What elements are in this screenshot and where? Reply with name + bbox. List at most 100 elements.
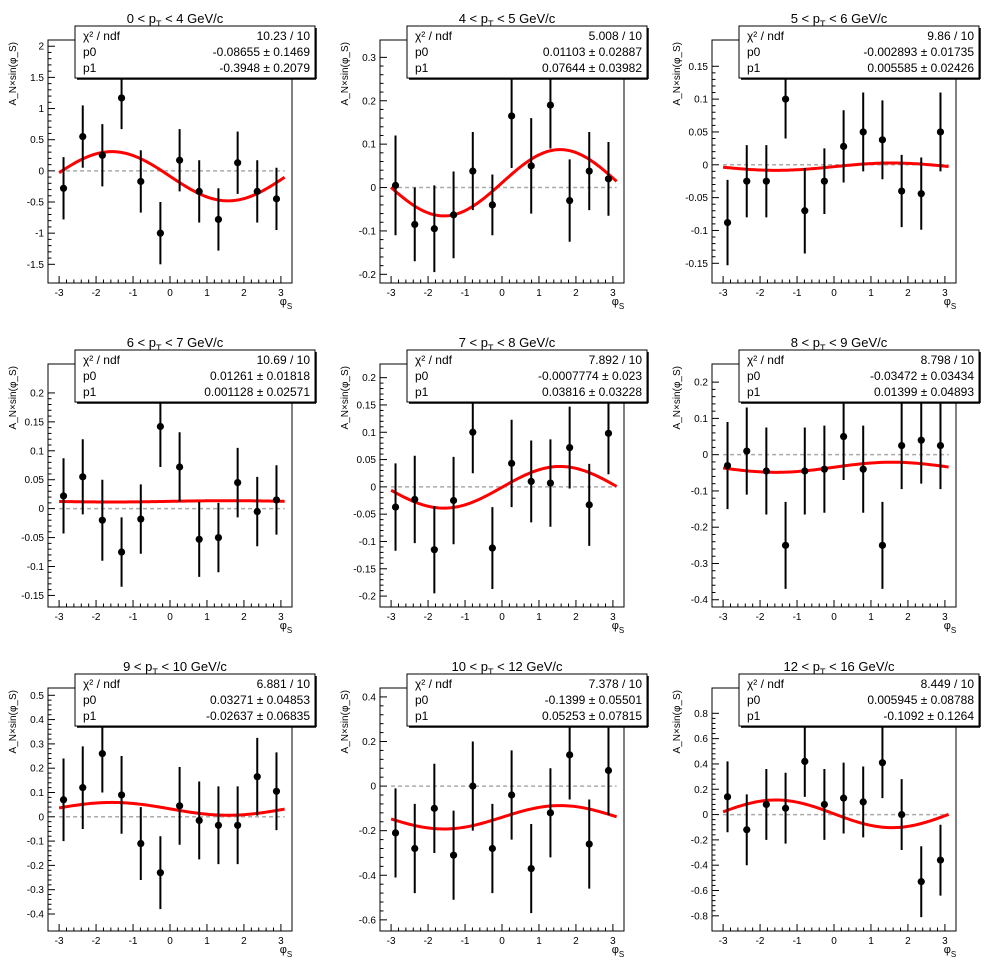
- x-tick-label: 1: [204, 936, 210, 947]
- y-tick-label: 0.6: [694, 734, 708, 745]
- chart-svg: -0.8 -0.6 -0.4 -0.2 0 0.2 0.4 0.6 0.8 -3 -2 -1 0 1 2 3φ…: [672, 659, 981, 959]
- y-tick-label: 0.2: [362, 737, 376, 748]
- data-point: [820, 465, 828, 473]
- data-point: [59, 492, 68, 500]
- stats-value: 0.01103 ± 0.02887: [543, 45, 642, 59]
- y-tick-label: 0.3: [30, 739, 44, 750]
- data-point: [137, 839, 145, 848]
- panel-title-part: 0 < p: [127, 11, 156, 26]
- y-tick-label: 0.2: [694, 785, 708, 796]
- data-point: [762, 467, 770, 475]
- stats-box-frame: [406, 349, 648, 403]
- stats-value: 0.03816 ± 0.03228: [542, 385, 642, 399]
- data-point: [917, 190, 925, 198]
- stats-label: p1: [83, 61, 97, 75]
- y-tick-label: -0.2: [359, 826, 377, 837]
- y-tick-label: 0.1: [30, 446, 44, 457]
- x-tick-label: 2: [905, 288, 911, 299]
- stats-value: 5.008 / 10: [589, 29, 643, 43]
- x-tick-label: 0: [499, 936, 505, 947]
- data-point: [59, 184, 68, 192]
- panel-title: 6 < pT < 7 GeV/c: [127, 335, 224, 353]
- x-tick-label: 3: [610, 936, 616, 947]
- stats-value: 0.03271 ± 0.04853: [210, 693, 310, 707]
- x-tick-label: 3: [942, 612, 948, 623]
- fit-curve: [390, 148, 618, 218]
- y-axis-title: A_N×sin(φ_S): [340, 690, 351, 753]
- panel-title-part: < 6 GeV/c: [825, 11, 887, 26]
- data-point: [469, 782, 477, 790]
- panel-title: 0 < pT < 4 GeV/c: [127, 11, 224, 29]
- x-tick-label: -2: [756, 288, 765, 299]
- panel-title-part: < 5 GeV/c: [493, 11, 555, 26]
- stats-box-frame: [738, 25, 980, 79]
- x-axis-title-main: φ: [944, 620, 951, 632]
- x-axis-title-sub: S: [951, 302, 956, 311]
- x-axis-title-sub: S: [619, 302, 624, 311]
- stats-value: -0.03472 ± 0.03434: [870, 369, 974, 383]
- y-tick-label: 0.15: [689, 62, 709, 73]
- stats-label: p0: [83, 369, 97, 383]
- data-point: [781, 804, 790, 812]
- x-axis-title-main: φ: [612, 944, 619, 956]
- stats-label: p0: [83, 45, 97, 59]
- y-tick-label: -0.15: [353, 564, 376, 575]
- x-axis-title-sub: S: [287, 626, 292, 635]
- y-tick-label: 0.5: [30, 135, 44, 146]
- fit-stats-box: χ² / ndf 8.798 / 10 p0 -0.03472 ± 0.03434 p1…: [738, 349, 981, 404]
- y-tick-label: -0.3: [691, 559, 709, 570]
- fit-stats-box: χ² / ndf 6.881 / 10 p0 0.03271 ± 0.04853 p1 -…: [74, 673, 317, 728]
- x-axis-title-sub: S: [951, 950, 956, 959]
- x-tick-label: -1: [793, 288, 802, 299]
- x-axis-title: φS: [280, 296, 292, 311]
- data-point: [253, 187, 261, 196]
- fit-stats-box: χ² / ndf 5.008 / 10 p0 0.01103 ± 0.02887 p1 0…: [406, 25, 649, 80]
- stats-value: 10.69 / 10: [257, 353, 311, 367]
- y-tick-label: -0.1: [691, 486, 709, 497]
- x-tick-label: 0: [167, 288, 173, 299]
- data-point: [98, 151, 106, 159]
- y-tick-label: 0.05: [357, 455, 377, 466]
- panel-title-sub: T: [820, 19, 826, 29]
- panel-title-sub: T: [488, 343, 494, 353]
- panel-title-part: < 9 GeV/c: [825, 335, 887, 350]
- stats-box-frame: [738, 673, 980, 727]
- x-tick-label: -3: [55, 288, 64, 299]
- panel-title-part: < 12 GeV/c: [494, 659, 564, 674]
- y-tick-label: 0: [370, 183, 376, 194]
- x-tick-label: -2: [424, 612, 433, 623]
- panel-title-sub: T: [820, 667, 826, 677]
- y-tick-label: -0.15: [21, 591, 44, 602]
- data-point: [840, 794, 848, 802]
- data-point: [272, 787, 281, 795]
- data-point: [936, 856, 945, 864]
- data-point: [411, 495, 419, 504]
- data-point: [801, 467, 809, 475]
- panel-title-part: < 7 GeV/c: [161, 335, 223, 350]
- stats-label: p0: [415, 693, 429, 707]
- fit-stats-box: χ² / ndf 7.378 / 10 p0 -0.1399 ± 0.05501 p1 0…: [406, 673, 649, 728]
- x-tick-label: -3: [387, 936, 396, 947]
- data-point: [898, 810, 906, 819]
- y-tick-label: 0.1: [694, 95, 708, 106]
- x-tick-label: 1: [536, 936, 542, 947]
- y-tick-label: 0.1: [694, 414, 708, 425]
- fit-stats-box: χ² / ndf 10.23 / 10 p0 -0.08655 ± 0.1469 p1 -…: [74, 25, 317, 80]
- y-tick-label: -0.5: [27, 198, 45, 209]
- data-point: [723, 793, 732, 801]
- stats-label: χ² / ndf: [415, 677, 453, 691]
- y-axis-title: A_N×sin(φ_S): [672, 366, 683, 429]
- data-point: [859, 465, 867, 473]
- chart-svg: -1.5 -1 -0.5 0 0.5 1 1.5 2 -3 -2 -1 0 1 2 3φS A_N×sin(φ…: [8, 11, 317, 311]
- stats-value: -0.1092 ± 0.1264: [883, 709, 974, 723]
- stats-label: p0: [747, 693, 761, 707]
- data-point: [743, 177, 751, 185]
- stats-label: p1: [415, 709, 429, 723]
- y-tick-label: 0.2: [30, 388, 44, 399]
- data-point: [936, 128, 945, 136]
- data-point: [898, 442, 906, 450]
- data-point: [936, 442, 945, 450]
- y-axis-title: A_N×sin(φ_S): [340, 366, 351, 429]
- stats-label: χ² / ndf: [747, 353, 785, 367]
